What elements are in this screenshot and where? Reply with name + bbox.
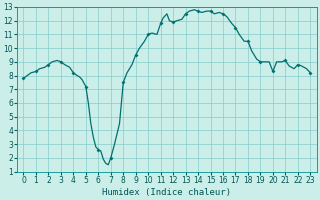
X-axis label: Humidex (Indice chaleur): Humidex (Indice chaleur)	[102, 188, 231, 197]
